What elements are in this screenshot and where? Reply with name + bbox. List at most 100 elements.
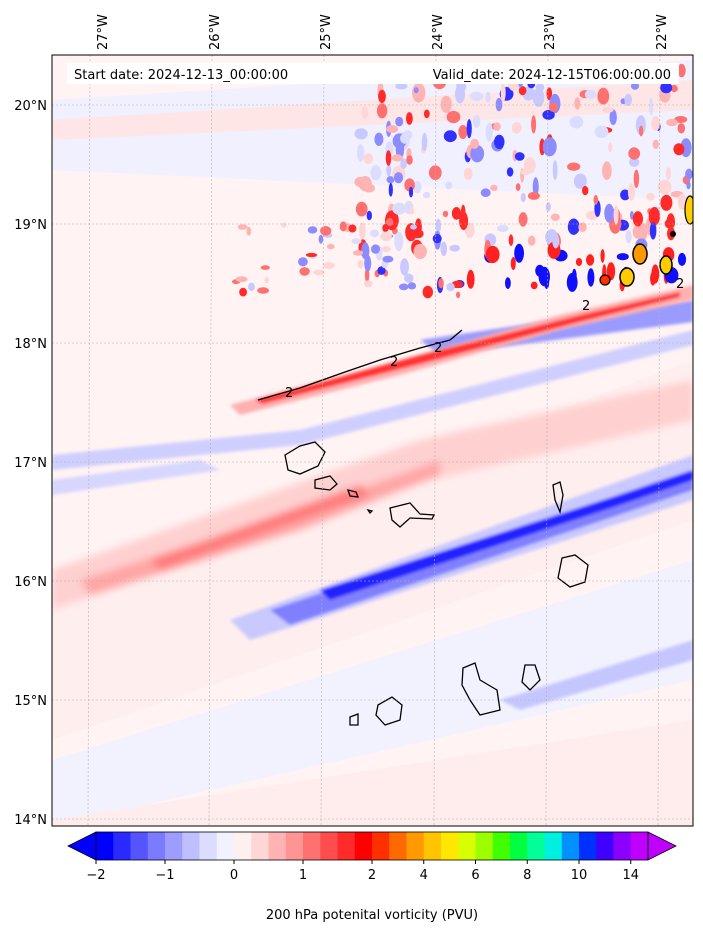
- vorticity-cell: [485, 245, 500, 264]
- colorbar-swatch: [303, 832, 321, 860]
- vorticity-cell: [378, 89, 386, 103]
- vorticity-cell: [571, 268, 577, 284]
- vorticity-cell: [443, 130, 457, 143]
- vorticity-cell: [674, 116, 688, 123]
- vorticity-cell: [260, 265, 270, 270]
- vorticity-cell: [608, 142, 613, 153]
- colorbar-swatch: [441, 832, 459, 860]
- vorticity-cell: [485, 91, 491, 103]
- colorbar-swatch: [372, 832, 390, 860]
- vorticity-cell: [410, 224, 417, 230]
- vorticity-cell: [374, 132, 384, 146]
- lat-label: 19°N: [14, 218, 47, 233]
- vorticity-cell: [320, 226, 332, 236]
- vorticity-cell: [660, 82, 673, 94]
- vorticity-cell: [435, 218, 442, 233]
- blue-vorticity-band-south: [230, 455, 693, 710]
- vorticity-cell: [606, 262, 616, 281]
- valid-date-label: Valid_date: 2024-12-15T06:00:00.00: [433, 68, 671, 83]
- vorticity-cell: [686, 181, 691, 190]
- colorbar-tick-label: 1: [299, 868, 307, 883]
- vorticity-cell: [377, 266, 386, 275]
- lat-label: 16°N: [14, 575, 47, 590]
- vorticity-cell: [394, 231, 404, 252]
- colorbar-swatch: [406, 832, 425, 860]
- vorticity-cell: [518, 212, 528, 227]
- vorticity-cell: [370, 165, 382, 181]
- vorticity-cell: [494, 134, 505, 150]
- vorticity-cell: [673, 143, 685, 156]
- colorbar-swatch: [251, 832, 269, 860]
- vorticity-cell: [602, 106, 614, 113]
- vorticity-cell: [604, 203, 615, 223]
- vorticity-cell: [339, 221, 347, 232]
- vorticity-cell: [666, 213, 675, 230]
- contour-label: 2: [390, 355, 398, 370]
- colorbar-extend-max: [647, 831, 677, 861]
- colorbar-swatch: [285, 832, 304, 860]
- vorticity-cell: [552, 234, 560, 249]
- vorticity-cell: [432, 234, 442, 244]
- vorticity-cell: [625, 230, 632, 244]
- vorticity-cell: [567, 162, 581, 171]
- colorbar-swatch: [113, 832, 131, 860]
- colorbar-tick-label: 4: [420, 868, 428, 883]
- vorticity-cell: [670, 84, 678, 93]
- vorticity-cell: [442, 210, 449, 218]
- vorticity-cell: [514, 152, 525, 161]
- pv-2-contour: [257, 329, 463, 401]
- vorticity-cell: [323, 262, 335, 269]
- vorticity-cell: [511, 122, 522, 134]
- vorticity-cell: [493, 122, 501, 131]
- vorticity-cell: [518, 86, 527, 96]
- vorticity-cell: [480, 188, 491, 197]
- vorticity-cell: [550, 213, 560, 221]
- contour-label: 2: [676, 277, 684, 292]
- vorticity-cell: [313, 269, 325, 276]
- vorticity-cell: [352, 250, 364, 256]
- vorticity-cell: [677, 63, 686, 78]
- vorticity-cell: [627, 183, 635, 201]
- vorticity-cell: [357, 260, 364, 269]
- colorbar-tick-label: 2: [368, 868, 376, 883]
- vorticity-cell: [413, 243, 427, 260]
- vorticity-cell: [646, 192, 655, 201]
- colorbar-swatch: [320, 832, 338, 860]
- vorticity-cell: [613, 205, 619, 225]
- vorticity-cell: [382, 255, 394, 263]
- lat-label: 18°N: [14, 337, 47, 352]
- vorticity-cell: [530, 281, 538, 290]
- vorticity-cell: [458, 125, 468, 139]
- colorbar: −2 −1 0 1 2 4 6 8 10 14: [67, 831, 677, 883]
- vorticity-cell: [281, 222, 287, 228]
- vorticity-cell: [395, 116, 404, 127]
- vorticity-cell: [628, 147, 641, 160]
- colorbar-tick-label: 10: [571, 868, 588, 883]
- colorbar-swatch: [544, 832, 563, 860]
- island-outlines: [284, 441, 589, 726]
- colorbar-swatch: [492, 832, 511, 860]
- vorticity-cell: [548, 102, 558, 113]
- vorticity-cell: [358, 222, 366, 240]
- vorticity-cell: [298, 257, 308, 267]
- vorticity-cell: [500, 82, 506, 102]
- vorticity-cell: [677, 123, 686, 134]
- vorticity-cell: [361, 106, 369, 120]
- plot-frame: [51, 54, 694, 827]
- vorticity-cell: [593, 194, 599, 205]
- vorticity-cell: [376, 103, 388, 119]
- vorticity-cell: [307, 226, 318, 234]
- vorticity-cell: [635, 115, 646, 136]
- vorticity-cell: [527, 191, 540, 200]
- vorticity-cell: [510, 257, 516, 270]
- colorbar-swatch: [423, 832, 442, 860]
- colorbar-label: 200 hPa potenital vorticity (PVU): [266, 908, 478, 923]
- vorticity-cell: [464, 222, 475, 239]
- vorticity-cell: [463, 167, 473, 180]
- vorticity-cell: [246, 226, 252, 236]
- colorbar-swatch: [130, 832, 149, 860]
- vorticity-cell: [440, 241, 448, 257]
- vorticity-cell: [651, 115, 660, 131]
- colorbar-swatch: [475, 832, 494, 860]
- vorticity-cell: [406, 155, 413, 165]
